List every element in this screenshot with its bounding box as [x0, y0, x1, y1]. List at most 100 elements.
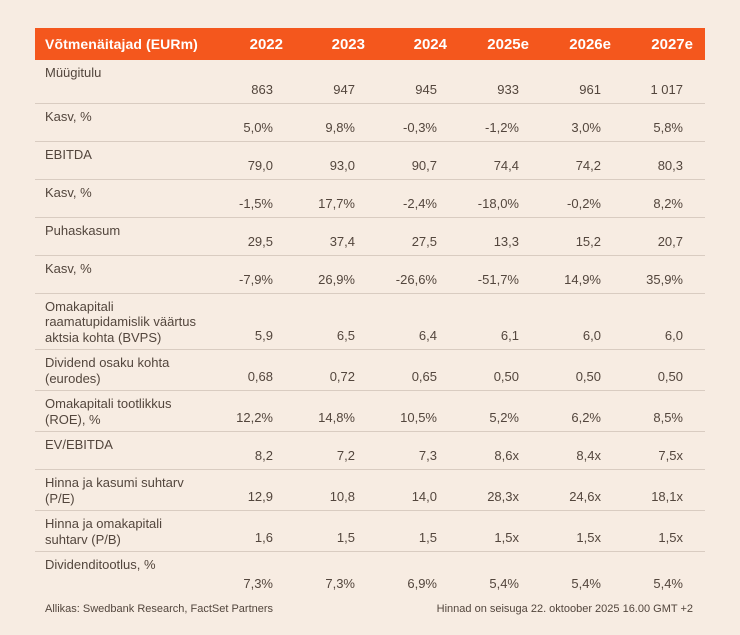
cell-value: 29,5	[247, 233, 273, 249]
cell-value: 90,7	[411, 157, 437, 173]
cell-value: -18,0%	[477, 195, 519, 211]
row-label: Dividend osaku kohta (eurodes)	[45, 355, 170, 386]
cell-value: 1,6	[254, 530, 273, 545]
cell-value: 0,50	[657, 369, 683, 384]
key-figures-table-container: Võtmenäitajad (EURm) 2022 2023 2024 2025…	[35, 28, 705, 615]
table-row: Kasv, % -7,9% 26,9% -26,6% -51,7% 14,9% …	[35, 255, 705, 293]
cell-value: 8,4x	[576, 448, 601, 463]
row-label: Dividenditootlus, %	[45, 557, 156, 572]
cell-value: 74,2	[575, 157, 601, 173]
row-label: Kasv, %	[45, 184, 92, 200]
cell-value: 12,9	[247, 489, 273, 504]
row-label: Hinna ja kasumi suhtarv (P/E)	[45, 475, 184, 506]
cell-value: 7,3%	[243, 575, 273, 591]
cell-value: 5,9	[254, 328, 273, 343]
cell-value: 10,5%	[400, 410, 437, 425]
cell-value: -1,5%	[239, 195, 273, 211]
cell-value: 0,50	[575, 369, 601, 384]
cell-value: 7,3%	[325, 575, 355, 591]
cell-value: 8,2%	[653, 195, 683, 211]
cell-value: 14,8%	[318, 410, 355, 425]
row-label: EV/EBITDA	[45, 437, 113, 452]
cell-value: 18,1x	[651, 489, 683, 504]
cell-value: 14,0	[411, 489, 437, 504]
cell-value: 1,5x	[658, 530, 683, 545]
table-row: Müügitulu 863 947 945 933 961 1 017	[35, 60, 705, 103]
cell-value: 7,3	[418, 448, 437, 463]
table-row: Dividenditootlus, % 7,3% 7,3% 6,9% 5,4% …	[35, 552, 705, 597]
cell-value: 0,68	[247, 369, 273, 384]
table-body: Müügitulu 863 947 945 933 961 1 017 Kasv…	[35, 60, 705, 597]
cell-value: 10,8	[329, 489, 355, 504]
cell-value: 5,2%	[489, 410, 519, 425]
row-label: Omakapitali raamatupidamislik väärtus ak…	[45, 298, 197, 345]
cell-value: 3,0%	[571, 119, 601, 135]
cell-value: 1,5x	[576, 530, 601, 545]
cell-value: 1,5	[418, 530, 437, 545]
row-label: Kasv, %	[45, 108, 92, 124]
cell-value: 93,0	[329, 157, 355, 173]
cell-value: 863	[251, 81, 273, 97]
column-header-2025e: 2025e	[459, 28, 541, 60]
cell-value: 8,6x	[494, 448, 519, 463]
table-row: Hinna ja omakapitali suhtarv (P/B) 1,6 1…	[35, 511, 705, 552]
cell-value: 6,2%	[571, 410, 601, 425]
column-header-2022: 2022	[213, 28, 295, 60]
row-label: Omakapitali tootlikkus (ROE), %	[45, 396, 172, 427]
cell-value: 37,4	[329, 233, 355, 249]
cell-value: 945	[415, 81, 437, 97]
cell-value: 5,4%	[571, 575, 601, 591]
table-footer: Allikas: Swedbank Research, FactSet Part…	[35, 603, 705, 615]
cell-value: 7,5x	[658, 448, 683, 463]
table-row: EBITDA 79,0 93,0 90,7 74,4 74,2 80,3	[35, 141, 705, 179]
cell-value: 6,9%	[407, 575, 437, 591]
cell-value: -1,2%	[485, 119, 519, 135]
cell-value: 1,5	[336, 530, 355, 545]
column-header-2027e: 2027e	[623, 28, 705, 60]
cell-value: 12,2%	[236, 410, 273, 425]
cell-value: 6,4	[418, 328, 437, 343]
table-row: Kasv, % 5,0% 9,8% -0,3% -1,2% 3,0% 5,8%	[35, 103, 705, 141]
cell-value: 9,8%	[325, 119, 355, 135]
header-row: Võtmenäitajad (EURm) 2022 2023 2024 2025…	[35, 28, 705, 60]
cell-value: 7,2	[336, 448, 355, 463]
cell-value: 74,4	[493, 157, 519, 173]
price-date-note: Hinnad on seisuga 22. oktoober 2025 16.0…	[436, 602, 693, 615]
cell-value: 5,0%	[243, 119, 273, 135]
cell-value: 1,5x	[494, 530, 519, 545]
column-header-2026e: 2026e	[541, 28, 623, 60]
cell-value: 8,5%	[653, 410, 683, 425]
cell-value: 1 017	[650, 81, 683, 97]
cell-value: 24,6x	[569, 489, 601, 504]
cell-value: 947	[333, 81, 355, 97]
cell-value: 28,3x	[487, 489, 519, 504]
cell-value: 933	[497, 81, 519, 97]
table-row: Omakapitali tootlikkus (ROE), % 12,2% 14…	[35, 391, 705, 432]
cell-value: 26,9%	[318, 271, 355, 287]
cell-value: 15,2	[575, 233, 601, 249]
table-title: Võtmenäitajad (EURm)	[35, 28, 213, 60]
row-label: Hinna ja omakapitali suhtarv (P/B)	[45, 516, 163, 547]
cell-value: 79,0	[247, 157, 273, 173]
cell-value: 8,2	[254, 448, 273, 463]
table-row: Kasv, % -1,5% 17,7% -2,4% -18,0% -0,2% 8…	[35, 179, 705, 217]
table-row: EV/EBITDA 8,2 7,2 7,3 8,6x 8,4x 7,5x	[35, 432, 705, 470]
cell-value: 0,65	[411, 369, 437, 384]
cell-value: 35,9%	[646, 271, 683, 287]
cell-value: -2,4%	[403, 195, 437, 211]
cell-value: 6,1	[500, 328, 519, 343]
cell-value: 6,0	[664, 328, 683, 343]
cell-value: 80,3	[657, 157, 683, 173]
cell-value: 961	[579, 81, 601, 97]
row-label: Müügitulu	[45, 65, 102, 80]
cell-value: 5,4%	[489, 575, 519, 591]
cell-value: 20,7	[657, 233, 683, 249]
column-header-2023: 2023	[295, 28, 377, 60]
cell-value: 6,5	[336, 328, 355, 343]
cell-value: 0,50	[493, 369, 519, 384]
table-row: Puhaskasum 29,5 37,4 27,5 13,3 15,2 20,7	[35, 217, 705, 255]
row-label: Kasv, %	[45, 260, 92, 276]
table-header: Võtmenäitajad (EURm) 2022 2023 2024 2025…	[35, 28, 705, 60]
cell-value: -26,6%	[395, 271, 437, 287]
key-figures-table: Võtmenäitajad (EURm) 2022 2023 2024 2025…	[35, 28, 705, 597]
